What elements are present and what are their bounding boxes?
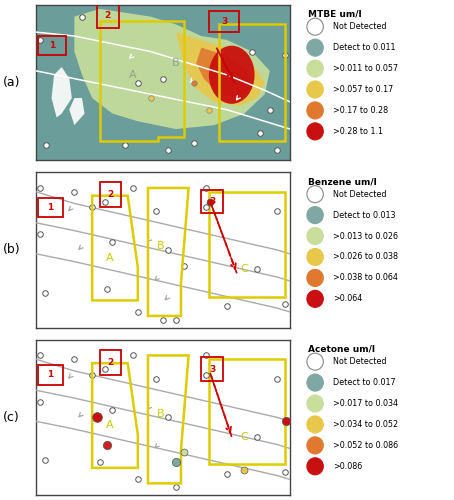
Text: Acetone um/l: Acetone um/l — [308, 344, 375, 354]
Text: A: A — [106, 253, 114, 263]
Circle shape — [307, 206, 323, 224]
Text: Not Detected: Not Detected — [333, 357, 386, 366]
Text: >0.064: >0.064 — [333, 294, 362, 304]
Circle shape — [307, 81, 323, 98]
Text: >0.038 to 0.064: >0.038 to 0.064 — [333, 274, 398, 282]
Circle shape — [307, 395, 323, 412]
Text: C: C — [241, 432, 248, 442]
Text: C: C — [241, 264, 248, 274]
Text: >0.026 to 0.038: >0.026 to 0.038 — [333, 252, 398, 262]
Bar — [38, 36, 66, 56]
Bar — [97, 3, 119, 29]
Text: Not Detected: Not Detected — [333, 190, 386, 198]
Text: MTBE um/l: MTBE um/l — [308, 10, 361, 18]
Circle shape — [307, 228, 323, 244]
Circle shape — [307, 458, 323, 475]
Bar — [209, 11, 239, 32]
Text: 1: 1 — [47, 203, 54, 212]
Text: 3: 3 — [221, 17, 227, 26]
Text: >0.086: >0.086 — [333, 462, 362, 471]
Circle shape — [307, 270, 323, 286]
Polygon shape — [176, 32, 265, 106]
Circle shape — [307, 102, 323, 119]
Ellipse shape — [209, 46, 255, 104]
Text: Detect to 0.013: Detect to 0.013 — [333, 210, 395, 220]
Circle shape — [307, 353, 323, 370]
Text: (a): (a) — [3, 76, 20, 89]
Bar — [201, 190, 223, 213]
Polygon shape — [74, 9, 270, 129]
Text: >0.17 to 0.28: >0.17 to 0.28 — [333, 106, 388, 115]
Text: >0.034 to 0.052: >0.034 to 0.052 — [333, 420, 398, 429]
Text: 3: 3 — [209, 364, 215, 374]
Text: B: B — [157, 408, 164, 418]
Text: >0.017 to 0.034: >0.017 to 0.034 — [333, 399, 398, 408]
Circle shape — [307, 18, 323, 35]
Text: Detect to 0.011: Detect to 0.011 — [333, 43, 395, 52]
Text: Detect to 0.017: Detect to 0.017 — [333, 378, 395, 387]
Text: (c): (c) — [3, 411, 20, 424]
Circle shape — [307, 123, 323, 140]
Bar — [38, 365, 63, 384]
Circle shape — [307, 60, 323, 77]
Circle shape — [307, 437, 323, 454]
Circle shape — [307, 186, 323, 202]
Text: Not Detected: Not Detected — [333, 22, 386, 31]
Polygon shape — [52, 67, 72, 117]
Text: Benzene um/l: Benzene um/l — [308, 177, 376, 186]
Circle shape — [307, 290, 323, 308]
Text: >0.057 to 0.17: >0.057 to 0.17 — [333, 85, 393, 94]
Text: >0.011 to 0.057: >0.011 to 0.057 — [333, 64, 398, 73]
Text: 3: 3 — [209, 197, 215, 206]
Text: B: B — [172, 58, 180, 68]
Text: >0.28 to 1.1: >0.28 to 1.1 — [333, 127, 383, 136]
Text: (b): (b) — [3, 244, 20, 256]
Circle shape — [307, 248, 323, 266]
Text: B: B — [157, 241, 164, 251]
Text: 1: 1 — [49, 41, 55, 50]
Text: 2: 2 — [108, 358, 114, 366]
Circle shape — [307, 374, 323, 391]
Bar — [100, 350, 121, 375]
Polygon shape — [196, 48, 252, 98]
Text: A: A — [129, 70, 137, 80]
Text: 2: 2 — [108, 190, 114, 199]
Polygon shape — [69, 98, 84, 125]
Bar — [201, 358, 223, 380]
Bar — [38, 198, 63, 217]
Text: A: A — [106, 420, 114, 430]
Bar — [100, 182, 121, 208]
Text: 2: 2 — [104, 12, 110, 20]
Circle shape — [307, 416, 323, 433]
Text: >0.013 to 0.026: >0.013 to 0.026 — [333, 232, 398, 240]
Text: >0.052 to 0.086: >0.052 to 0.086 — [333, 441, 398, 450]
Text: 1: 1 — [47, 370, 54, 380]
Circle shape — [307, 39, 323, 56]
